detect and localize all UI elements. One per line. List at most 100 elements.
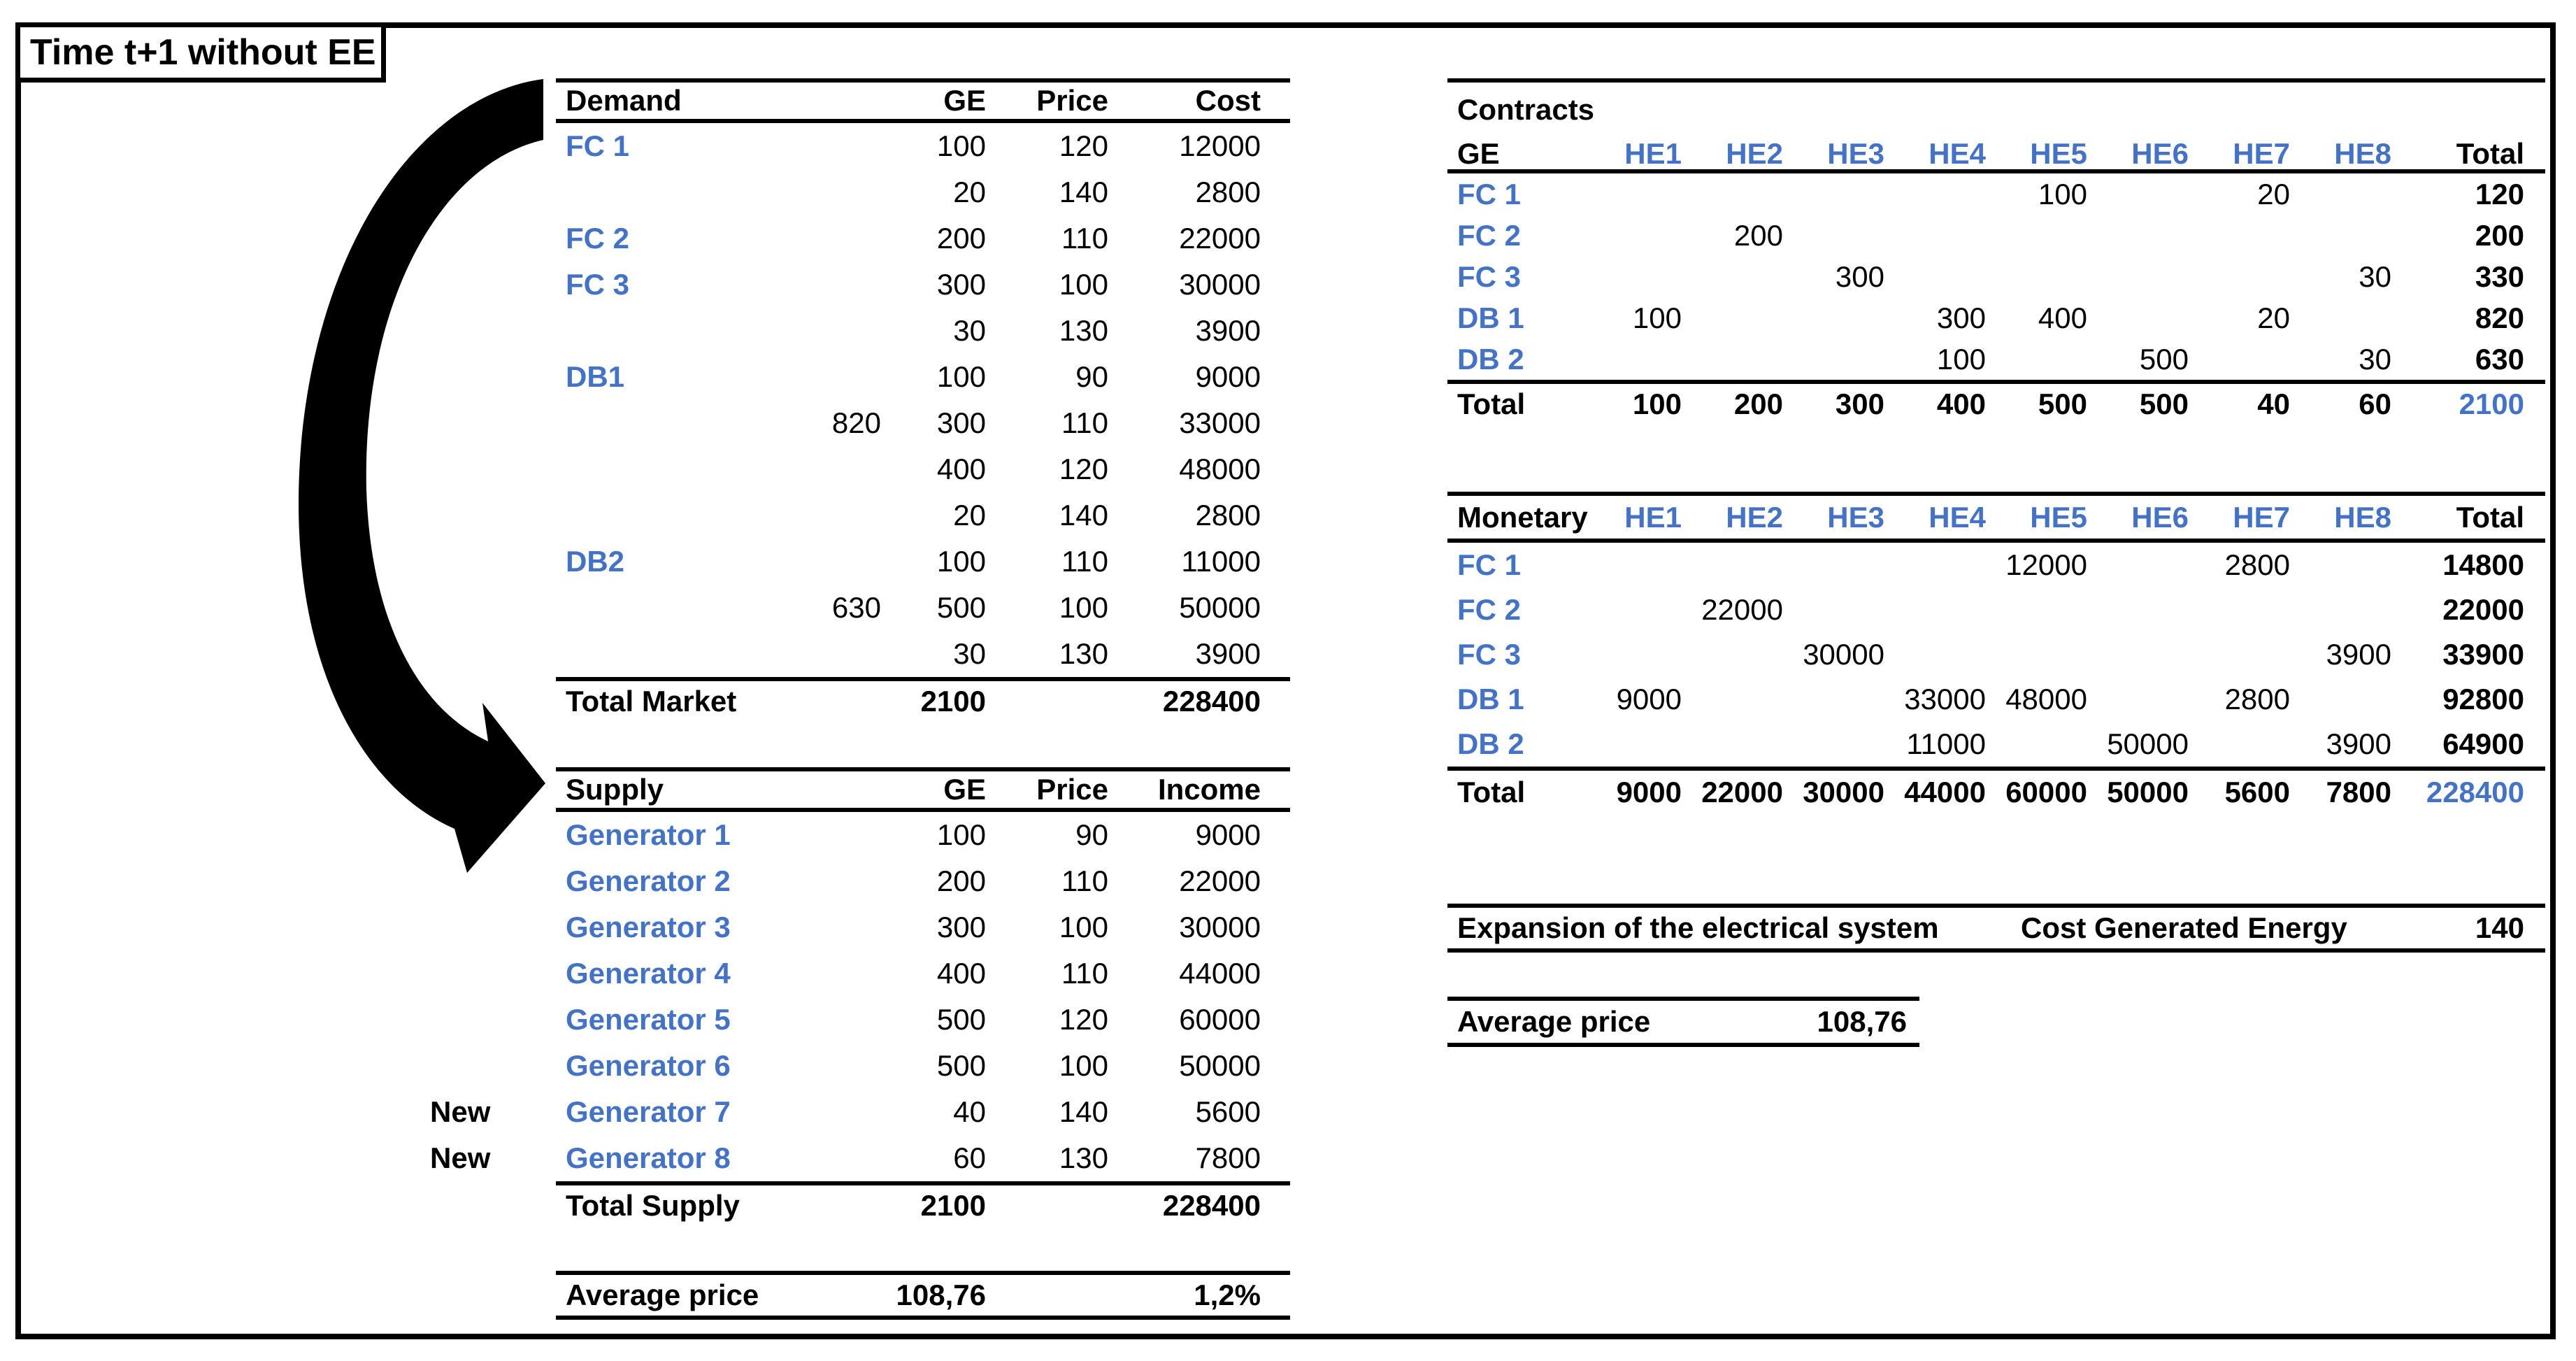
contracts-cell-he5: 400 (2038, 301, 2087, 334)
average-price-row: Average price 108,76 (1447, 997, 1919, 1047)
supply-row: Generator 4 400 110 44000 (556, 950, 1290, 997)
supply-row-ge: 100 (936, 818, 986, 851)
demand-row-ge: 400 (936, 453, 986, 485)
demand-row: 400 120 48000 (556, 446, 1290, 492)
monetary-cell-he8: 3900 (2326, 638, 2391, 671)
monetary-row-label: DB 2 (1457, 727, 1524, 760)
supply-row-ge: 500 (936, 1049, 986, 1082)
expansion-section: Expansion of the electrical system Cost … (1447, 904, 2545, 953)
supply-row-price: 110 (1061, 957, 1108, 990)
demand-row-cost: 9000 (1195, 360, 1261, 393)
contracts-row-label: FC 3 (1457, 259, 1522, 293)
supply-row: Generator 6 500 100 50000 (556, 1043, 1290, 1089)
supply-average-percent: 1,2% (1194, 1278, 1261, 1311)
new-tag-generator-7: New (430, 1095, 491, 1128)
expansion-row: Expansion of the electrical system Cost … (1447, 904, 2545, 953)
supply-row-income: 44000 (1179, 957, 1261, 990)
monetary-row-total: 33900 (2442, 638, 2524, 671)
monetary-cell-he6: 50000 (2107, 727, 2189, 760)
contracts-cell-he6: 500 (2139, 342, 2189, 376)
demand-row-ge: 500 (936, 591, 986, 624)
new-tag-generator-8: New (430, 1141, 491, 1174)
page-title: Time t+1 without EE (15, 22, 386, 83)
contracts-header-he4: HE4 (1929, 137, 1986, 170)
supply-row-price: 100 (1059, 1049, 1108, 1082)
demand-row-price: 130 (1059, 314, 1108, 347)
contracts-row: FC 1 100 20 120 (1447, 173, 2545, 215)
supply-total-ge: 2100 (920, 1189, 986, 1222)
average-price-value: 108,76 (1817, 1005, 1907, 1038)
supply-row-price: 140 (1059, 1095, 1108, 1128)
contracts-header-he7: HE7 (2233, 137, 2290, 170)
contracts-cell-he5: 100 (2038, 177, 2087, 211)
expansion-metric: Cost Generated Energy (2021, 911, 2347, 944)
supply-row-label: Generator 3 (566, 911, 731, 943)
demand-row: FC 2 200 110 22000 (556, 215, 1290, 262)
average-price-label: Average price (1457, 1005, 1651, 1038)
monetary-header-he4: HE4 (1929, 500, 1986, 534)
supply-row-income: 60000 (1179, 1003, 1261, 1036)
demand-row: 630 500 100 50000 (556, 585, 1290, 631)
monetary-cell-he5: 12000 (2005, 548, 2087, 581)
monetary-cell-he1: 9000 (1616, 683, 1682, 715)
supply-average-value: 108,76 (896, 1278, 986, 1311)
demand-row-ge: 300 (936, 268, 986, 301)
monetary-header-total: Total (2456, 500, 2524, 534)
supply-row-income: 30000 (1179, 911, 1261, 943)
supply-row-price: 90 (1075, 818, 1108, 851)
demand-row-price: 110 (1061, 545, 1108, 578)
contracts-row-total: 200 (2475, 218, 2524, 252)
supply-total-label: Total Supply (566, 1189, 740, 1222)
contracts-header-ge: GE (1457, 137, 1500, 170)
demand-row: 30 130 3900 (556, 631, 1290, 677)
monetary-table: Monetary HE1 HE2 HE3 HE4 HE5 HE6 HE7 HE8… (1447, 492, 2545, 814)
demand-row-cost: 11000 (1181, 545, 1261, 578)
demand-row-ge: 20 (953, 176, 986, 208)
demand-row-ge: 300 (936, 406, 986, 439)
monetary-row: FC 3 30000 3900 33900 (1447, 632, 2545, 677)
contracts-cell-he1: 100 (1632, 301, 1682, 334)
demand-row-cost: 50000 (1179, 591, 1261, 624)
demand-row-label: DB1 (566, 360, 625, 393)
supply-header-ge: GE (943, 773, 986, 806)
demand-row-cost: 33000 (1179, 406, 1261, 439)
demand-row-price: 140 (1059, 176, 1108, 208)
contracts-cell-he3: 300 (1835, 259, 1884, 293)
demand-row: 30 130 3900 (556, 308, 1290, 354)
supply-row-income: 5600 (1195, 1095, 1261, 1128)
demand-row: FC 3 300 100 30000 (556, 262, 1290, 308)
monetary-cell-he3: 30000 (1803, 638, 1884, 671)
demand-row: 20 140 2800 (556, 169, 1290, 215)
demand-row-cost: 22000 (1179, 222, 1261, 255)
demand-row-cost: 12000 (1179, 129, 1261, 162)
monetary-header-he7: HE7 (2233, 500, 2290, 534)
contracts-rows: FC 1 100 20 120 FC 2 200 (1447, 173, 2545, 380)
demand-row-ge: 30 (953, 637, 986, 670)
demand-row-price: 120 (1059, 453, 1108, 485)
supply-header-row: Supply GE Price Income (556, 767, 1290, 812)
contracts-header-he5: HE5 (2030, 137, 2087, 170)
supply-row-ge: 400 (936, 957, 986, 990)
supply-row: Generator 3 300 100 30000 (556, 904, 1290, 950)
supply-row-ge: 200 (936, 864, 986, 897)
supply-row-ge: 60 (953, 1141, 986, 1174)
contracts-row-total: 330 (2475, 259, 2524, 293)
contracts-header-he8: HE8 (2334, 137, 2391, 170)
supply-row: Generator 7 40 140 5600 (556, 1089, 1290, 1135)
supply-row-ge: 500 (936, 1003, 986, 1036)
demand-row-cost: 2800 (1195, 176, 1261, 208)
supply-spacer-row (556, 1226, 1290, 1271)
monetary-cell-he4: 11000 (1906, 727, 1986, 760)
monetary-grand-total: 228400 (2426, 776, 2524, 808)
contracts-row-label: FC 1 (1457, 177, 1522, 211)
demand-row-cost: 2800 (1195, 499, 1261, 532)
monetary-row: FC 2 22000 22000 (1447, 587, 2545, 632)
contracts-cell-he8: 30 (2359, 342, 2391, 376)
supply-row-price: 120 (1059, 1003, 1108, 1036)
monetary-header-he5: HE5 (2030, 500, 2087, 534)
contracts-row-label: DB 2 (1457, 342, 1524, 376)
demand-row-ge: 20 (953, 499, 986, 532)
supply-row-income: 50000 (1179, 1049, 1261, 1082)
monetary-header-he6: HE6 (2131, 500, 2189, 534)
